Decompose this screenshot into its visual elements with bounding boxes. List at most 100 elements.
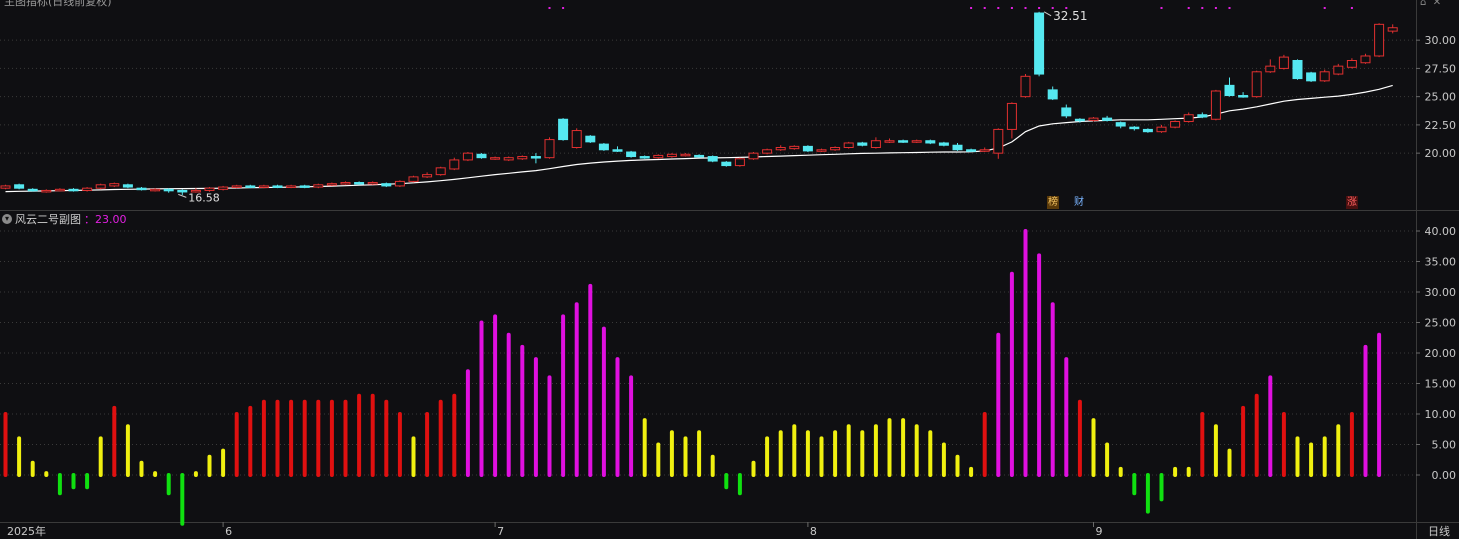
candle-body-up	[435, 167, 446, 176]
candle	[558, 118, 569, 141]
signal-marker-dot	[997, 7, 1000, 9]
candle	[231, 184, 242, 189]
candle-body-up	[449, 159, 460, 170]
candle	[367, 181, 378, 185]
candle	[109, 182, 120, 188]
candle-body-down	[68, 188, 79, 192]
subchart-dropdown-icon[interactable]: ▾	[2, 214, 12, 224]
signal-marker-dot	[548, 7, 551, 9]
candle	[993, 128, 1004, 159]
x-tick-label: 8	[810, 525, 817, 538]
candle	[748, 152, 759, 160]
high-pointer	[1043, 11, 1052, 17]
candle-body-down	[1129, 126, 1140, 130]
candle	[1292, 59, 1303, 80]
candle	[626, 150, 637, 158]
candle	[762, 148, 773, 155]
badge-cai[interactable]: 财	[1074, 197, 1084, 208]
candle-body-down	[1047, 89, 1058, 100]
candle-body-up	[1346, 59, 1357, 68]
candle	[1210, 89, 1221, 121]
signal-marker-dot	[1051, 7, 1054, 9]
x-tick-label: 6	[225, 525, 232, 538]
candle	[816, 148, 827, 153]
candle	[218, 185, 229, 191]
candle-body-down	[1061, 107, 1072, 117]
price-tick-label: 30.00	[1425, 34, 1457, 47]
price-tick-label: 22.50	[1425, 119, 1457, 132]
candle-body-up	[1374, 23, 1385, 57]
price-tick-label: 20.00	[1425, 147, 1457, 160]
candle	[1129, 126, 1140, 131]
indicator-tick-label: 20.00	[1425, 347, 1457, 360]
indicator-tick-label: 10.00	[1425, 408, 1457, 421]
candle	[435, 166, 446, 176]
candle-body-up	[571, 130, 582, 149]
candle-body-up	[503, 157, 514, 161]
candle-body-down	[1224, 84, 1235, 97]
candle-body-down	[136, 187, 147, 191]
indicator-tick-label: 0.00	[1432, 469, 1457, 482]
badge-zhang[interactable]: 涨	[1346, 196, 1358, 209]
candle-body-up	[326, 183, 337, 186]
candle-body-down	[626, 151, 637, 158]
candle-body-down	[1197, 114, 1208, 118]
candle-body-up	[993, 128, 1004, 154]
candle-body-down	[938, 142, 949, 146]
signal-marker-dot	[562, 7, 565, 9]
indicator-tick-label: 15.00	[1425, 378, 1457, 391]
x-tick-label: 2025年	[7, 524, 46, 538]
candle	[1034, 11, 1045, 77]
candle	[544, 137, 555, 159]
candle-body-up	[517, 156, 528, 160]
candle	[870, 137, 881, 149]
high-label: 32.51	[1053, 9, 1087, 23]
x-tick-label: 9	[1096, 525, 1103, 538]
candle	[462, 152, 473, 162]
candle	[911, 139, 922, 143]
window-controls[interactable]: ⌂ ✕	[1420, 0, 1442, 8]
low-label: 16.58	[188, 191, 220, 204]
candle	[707, 155, 718, 163]
candle-body-up	[979, 149, 990, 152]
candle-body-down	[857, 142, 868, 146]
candle-body-up	[1020, 75, 1031, 98]
candle	[612, 146, 623, 153]
candle-body-up	[843, 142, 854, 149]
price-tick-label: 25.00	[1425, 91, 1457, 104]
badge-bang[interactable]: 榜	[1047, 196, 1059, 209]
signal-marker-dot	[1214, 7, 1217, 9]
candle	[14, 183, 25, 190]
candle-body-up	[1088, 117, 1099, 121]
candle-body-down	[898, 140, 909, 143]
candle-body-down	[1115, 122, 1126, 127]
candle-body-down	[639, 156, 650, 159]
candle	[1333, 63, 1344, 76]
candle-body-down	[1034, 12, 1045, 75]
candle	[1346, 58, 1357, 69]
candle	[517, 155, 528, 160]
candle	[979, 147, 990, 153]
candle	[898, 139, 909, 143]
candle	[136, 187, 147, 191]
candle	[1197, 112, 1208, 119]
candle-body-up	[653, 154, 664, 159]
candle	[1142, 128, 1153, 133]
top-title: 主图指标(日线前复权)	[4, 0, 112, 8]
candle-body-up	[884, 140, 895, 143]
candle	[1020, 74, 1031, 98]
candle	[952, 142, 963, 151]
candle	[245, 184, 256, 189]
candle	[1374, 23, 1385, 58]
signal-marker-dot	[1160, 7, 1163, 9]
candle	[830, 146, 841, 151]
candle-body-up	[41, 189, 52, 193]
x-tick-label: 7	[497, 525, 504, 538]
candle-body-up	[1170, 121, 1181, 128]
signal-marker-dot	[1201, 7, 1204, 9]
candle	[177, 189, 188, 195]
candle-body-up	[218, 186, 229, 190]
candle-body-down	[1292, 59, 1303, 80]
candle	[571, 128, 582, 149]
candle-body-up	[1360, 55, 1371, 64]
